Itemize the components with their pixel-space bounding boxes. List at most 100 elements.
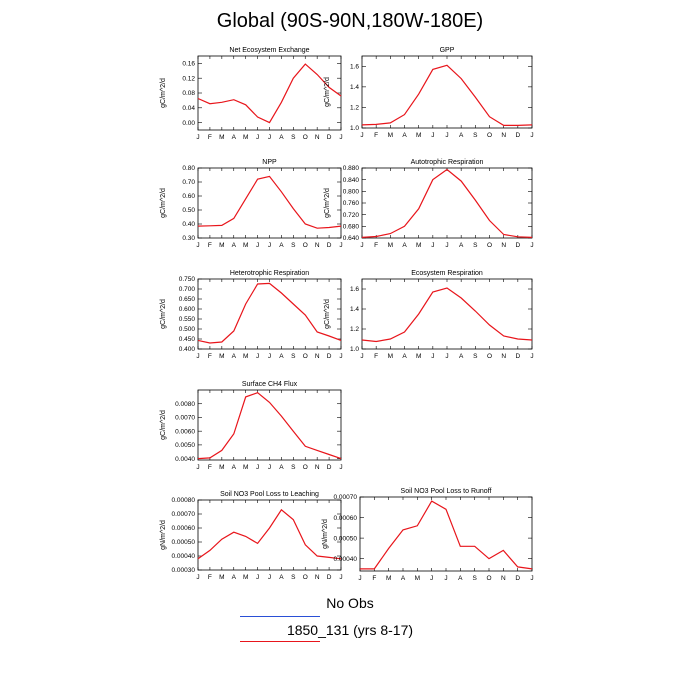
chart-heterotrophic-respiration-ytick-label: 0.700 [179,286,196,293]
chart-soil-no3-pool-loss-to-leaching-ytick-label: 0.00040 [172,553,196,560]
chart-net-ecosystem-exchange-frame [197,55,342,131]
chart-npp-xtick-label: S [291,242,296,249]
chart-autotrophic-respiration-xtick-label: F [374,242,378,249]
chart-npp-xtick-label: N [315,242,320,249]
chart-surface-ch4-flux-ytick-label: 0.0080 [175,401,195,408]
chart-gpp-xtick-label: N [501,132,506,139]
chart-heterotrophic-respiration-series-line [197,282,342,344]
chart-gpp-xtick-label: O [487,132,492,139]
chart-autotrophic-respiration-xtick-label: O [487,242,492,249]
chart-gpp-xtick-label: J [431,132,434,139]
chart-soil-no3-pool-loss-to-runoff-xtick-label: J [358,575,361,582]
chart-heterotrophic-respiration-ytick-label: 0.750 [179,276,196,283]
chart-gpp-ylabel: gC/m^2/d [324,77,331,107]
chart-net-ecosystem-exchange-ytick-label: 0.12 [182,75,195,82]
chart-autotrophic-respiration-ytick-label: 0.680 [343,224,360,231]
chart-soil-no3-pool-loss-to-runoff-xtick-label: N [501,575,506,582]
chart-ecosystem-respiration-xtick-label: S [473,353,478,360]
chart-gpp-xtick-label: S [473,132,478,139]
chart-ecosystem-respiration-xtick-label: A [402,353,407,360]
chart-surface-ch4-flux-xtick-label: D [327,464,332,471]
chart-ecosystem-respiration-xtick-label: A [459,353,464,360]
chart-soil-no3-pool-loss-to-runoff-title: Soil NO3 Pool Loss to Runoff [401,488,492,495]
chart-npp-ytick-label: 0.60 [182,193,195,200]
chart-ecosystem-respiration-ytick-label: 1.2 [350,326,359,333]
chart-surface-ch4-flux-xtick-label: S [291,464,296,471]
chart-surface-ch4-flux-xtick-label: M [243,464,248,471]
chart-soil-no3-pool-loss-to-leaching-ytick-label: 0.00080 [172,497,196,504]
chart-heterotrophic-respiration-ytick-label: 0.550 [179,316,196,323]
chart-ecosystem-respiration-xtick-label: J [431,353,434,360]
chart-autotrophic-respiration-ytick-label: 0.880 [343,165,360,172]
chart-net-ecosystem-exchange-xtick-label: M [243,134,248,141]
chart-soil-no3-pool-loss-to-leaching-xtick-label: J [268,574,271,581]
chart-npp-ytick-label: 0.40 [182,221,195,228]
chart-npp-xtick-label: J [256,242,259,249]
chart-autotrophic-respiration-xtick-label: N [501,242,506,249]
chart-soil-no3-pool-loss-to-leaching-frame [197,499,342,571]
chart-soil-no3-pool-loss-to-runoff-xtick-label: J [430,575,433,582]
chart-surface-ch4-flux-xtick-label: N [315,464,320,471]
chart-net-ecosystem-exchange-title: Net Ecosystem Exchange [229,47,309,54]
legend-no-obs-line [240,616,320,617]
chart-autotrophic-respiration-ytick-label: 0.760 [343,200,360,207]
chart-npp-xtick-label: M [243,242,248,249]
chart-gpp-xtick-label: J [530,132,533,139]
chart-gpp-frame [361,55,533,129]
chart-npp-xtick-label: F [208,242,212,249]
chart-npp-ytick-label: 0.50 [182,207,195,214]
chart-surface-ch4-flux-ytick-label: 0.0060 [175,428,195,435]
chart-surface-ch4-flux-xtick-label: M [219,464,224,471]
chart-surface-ch4-flux-xtick-label: J [256,464,259,471]
chart-heterotrophic-respiration-xtick-label: O [303,353,308,360]
chart-net-ecosystem-exchange-xtick-label: J [196,134,199,141]
chart-surface-ch4-flux-xtick-label: A [279,464,284,471]
chart-soil-no3-pool-loss-to-runoff-ylabel: gN/m^2/d [322,519,329,549]
chart-soil-no3-pool-loss-to-leaching-ytick-label: 0.00060 [172,525,196,532]
chart-soil-no3-pool-loss-to-runoff-ytick-label: 0.00040 [334,556,358,563]
chart-surface-ch4-flux-xtick-label: J [268,464,271,471]
chart-heterotrophic-respiration-xtick-label: N [315,353,320,360]
chart-heterotrophic-respiration-xtick-label: M [243,353,248,360]
chart-ecosystem-respiration-ytick-label: 1.4 [350,306,359,313]
legend-model-run-line [240,641,320,642]
chart-npp-xtick-label: J [196,242,199,249]
chart-npp-ytick-label: 0.30 [182,235,195,242]
chart-autotrophic-respiration-xtick-label: M [416,242,421,249]
chart-ecosystem-respiration-xtick-label: D [515,353,520,360]
chart-soil-no3-pool-loss-to-leaching-xtick-label: A [279,574,284,581]
chart-autotrophic-respiration-xtick-label: J [530,242,533,249]
chart-ecosystem-respiration-xtick-label: J [530,353,533,360]
chart-soil-no3-pool-loss-to-runoff-xtick-label: A [458,575,463,582]
chart-surface-ch4-flux-title: Surface CH4 Flux [242,381,298,388]
chart-net-ecosystem-exchange-series-line [197,63,342,124]
chart-surface-ch4-flux-xtick-label: J [339,464,342,471]
chart-npp-xtick-label: A [279,242,284,249]
chart-ecosystem-respiration-ytick-label: 1.6 [350,286,359,293]
chart-soil-no3-pool-loss-to-runoff-ytick-label: 0.00060 [334,515,358,522]
chart-soil-no3-pool-loss-to-leaching-xtick-label: F [208,574,212,581]
chart-autotrophic-respiration-ytick-label: 0.720 [343,212,360,219]
chart-soil-no3-pool-loss-to-runoff-xtick-label: S [472,575,477,582]
chart-net-ecosystem-exchange-xtick-label: A [279,134,284,141]
chart-soil-no3-pool-loss-to-leaching-series-line [197,508,342,560]
chart-ecosystem-respiration-series-line [361,287,533,343]
chart-surface-ch4-flux-xtick-label: O [303,464,308,471]
chart-heterotrophic-respiration-ytick-label: 0.500 [179,326,196,333]
chart-npp-ytick-label: 0.70 [182,179,195,186]
chart-heterotrophic-respiration-ytick-label: 0.400 [179,346,196,353]
chart-soil-no3-pool-loss-to-leaching-xtick-label: J [256,574,259,581]
chart-ecosystem-respiration-xtick-label: M [388,353,393,360]
chart-gpp-xtick-label: M [416,132,421,139]
chart-soil-no3-pool-loss-to-runoff-xtick-label: O [486,575,491,582]
chart-soil-no3-pool-loss-to-runoff-xtick-label: M [386,575,391,582]
chart-gpp-ytick-label: 1.4 [350,84,359,91]
chart-ecosystem-respiration-xtick-label: F [374,353,378,360]
chart-gpp-xtick-label: A [402,132,407,139]
chart-autotrophic-respiration: Autotrophic Respiration gC/m^2/d J F M A M J J A S… [324,159,534,249]
chart-heterotrophic-respiration-frame [197,278,342,350]
chart-soil-no3-pool-loss-to-leaching-ytick-label: 0.00030 [172,567,196,574]
chart-net-ecosystem-exchange-xtick-label: S [291,134,296,141]
chart-heterotrophic-respiration-xtick-label: J [196,353,199,360]
